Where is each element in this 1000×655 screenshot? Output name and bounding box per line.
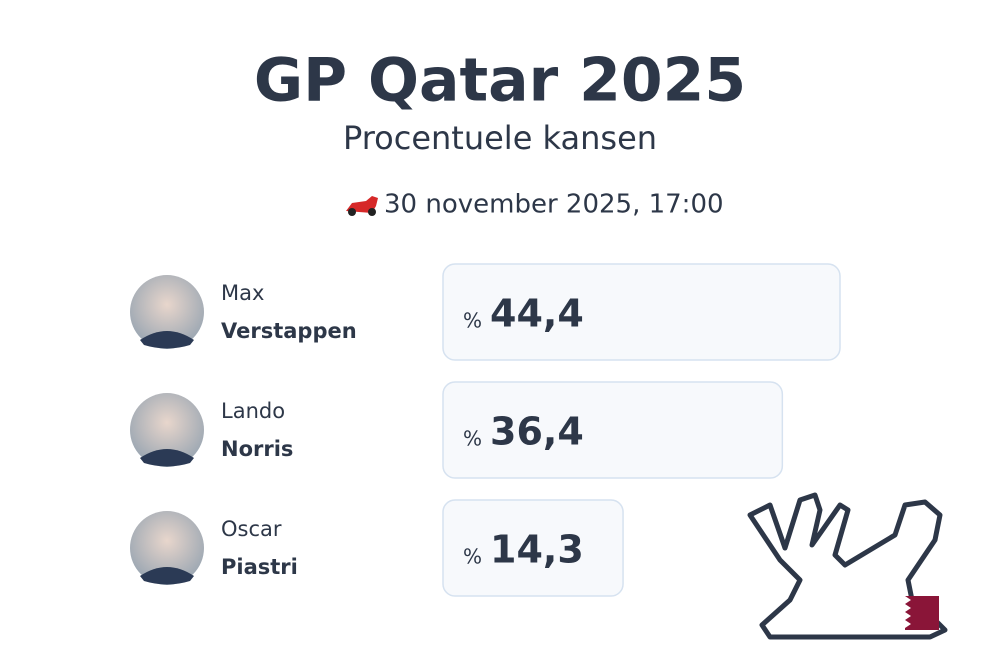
unit-label: % [463, 545, 482, 569]
last-name: Verstappen [221, 319, 357, 343]
bar [442, 499, 624, 597]
bar [442, 381, 784, 479]
track-map [747, 492, 948, 640]
unit-label: % [463, 309, 482, 333]
driver-suit [140, 567, 194, 585]
car-icon [346, 196, 378, 216]
driver-avatar [130, 275, 204, 349]
chart-subtitle: Procentuele kansen [343, 119, 657, 157]
chart-title: GP Qatar 2025 [254, 46, 746, 116]
driver-avatar [130, 511, 204, 585]
last-name: Norris [221, 437, 293, 461]
first-name: Oscar [221, 517, 282, 541]
last-name: Piastri [221, 555, 298, 579]
qatar-flag [893, 596, 939, 630]
driver-suit [140, 449, 194, 467]
first-name: Lando [221, 399, 285, 423]
value-label: 36,4 [490, 410, 584, 454]
first-name: Max [221, 281, 264, 305]
driver-suit [140, 331, 194, 349]
value-label: 14,3 [490, 528, 584, 572]
driver-avatar [130, 393, 204, 467]
race-date: 30 november 2025, 17:00 [384, 190, 724, 220]
unit-label: % [463, 427, 482, 451]
value-label: 44,4 [490, 292, 584, 336]
bar [442, 263, 841, 361]
